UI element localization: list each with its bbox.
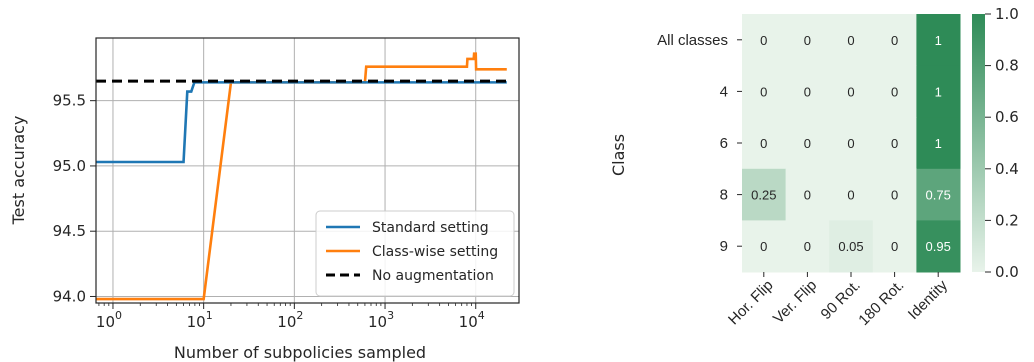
cell-value: 0 [891, 33, 898, 48]
heatmap-cell [916, 168, 961, 221]
x-tick-label: 103 [368, 309, 394, 331]
legend-box [315, 210, 515, 297]
heatmap-cells: 0 0 0 0 1 0 0 0 0 1 0 0 0 0 1 0.25 0 0 0 0.75 0 0 0.05 0 0.95 [742, 14, 961, 273]
row-label: 9 [720, 238, 728, 255]
heatmap-cell [872, 117, 917, 170]
cell-value: 0 [804, 33, 811, 48]
y-tick-label: 94.5 [53, 222, 86, 240]
x-ticks: 100 101 102 103 104 [96, 303, 485, 331]
cell-value: 0.25 [751, 188, 776, 203]
heatmap-cell [785, 220, 830, 273]
x-tick-label: 102 [277, 309, 303, 331]
heatmap-cell [829, 14, 874, 67]
heatmap-cell [785, 168, 830, 221]
cell-value: 1 [935, 84, 942, 99]
heatmap-cell [916, 14, 961, 67]
heatmap-cell [785, 65, 830, 118]
y-tick-label: 95.5 [53, 92, 86, 110]
cell-value: 0 [891, 136, 898, 151]
column-label: 180 Rot. [855, 277, 907, 329]
x-tick-label: 101 [187, 309, 213, 331]
colorbar-tick-label: 0.4 [995, 160, 1019, 178]
heatmap-cell [742, 168, 787, 221]
plot-frame [95, 37, 520, 304]
heatmap-cell [785, 117, 830, 170]
row-label: 4 [720, 83, 728, 100]
cell-value: 0 [804, 239, 811, 254]
heatmap-cell [829, 168, 874, 221]
cell-value: 0 [760, 33, 767, 48]
heatmap-y-axis-label: Class [609, 134, 628, 176]
column-label: Hor. Flip [725, 277, 777, 329]
legend: Standard setting Class-wise setting No aug… [315, 210, 515, 297]
heatmap-cell [742, 14, 787, 67]
cell-value: 0 [760, 239, 767, 254]
row-label: All classes [657, 32, 728, 49]
colorbar [972, 14, 985, 272]
colorbar-tick-label: 0.0 [995, 263, 1019, 281]
heatmap-cell [916, 117, 961, 170]
y-tick-label: 95.0 [53, 157, 86, 175]
heatmap-cell [742, 117, 787, 170]
heatmap-cell [916, 65, 961, 118]
heatmap-cell [742, 65, 787, 118]
heatmap-cell [829, 220, 874, 273]
cell-value: 0 [804, 84, 811, 99]
cell-value: 0 [847, 188, 854, 203]
cell-value: 0 [804, 188, 811, 203]
cell-value: 0 [847, 33, 854, 48]
legend-label: No augmentation [372, 268, 494, 284]
row-label: 8 [720, 187, 728, 204]
cell-value: 0 [804, 136, 811, 151]
cell-value: 0 [891, 84, 898, 99]
cell-value: 0 [760, 84, 767, 99]
cell-value: 0 [847, 136, 854, 151]
heatmap-cell [829, 65, 874, 118]
legend-label: Class-wise setting [372, 244, 498, 260]
cell-value: 0.95 [926, 239, 951, 254]
x-tick-label: 100 [96, 309, 122, 331]
colorbar-ticks: 0.0 0.2 0.4 0.6 0.8 1.0 [985, 5, 1019, 281]
cell-value: 1 [935, 136, 942, 151]
y-axis-label: Test accuracy [9, 116, 28, 226]
column-label: Identity [905, 276, 952, 323]
heatmap-cell [872, 14, 917, 67]
cell-value: 0 [760, 136, 767, 151]
row-label: 6 [720, 135, 728, 152]
colorbar-tick-label: 0.6 [995, 108, 1019, 126]
colorbar-tick-label: 1.0 [995, 5, 1019, 23]
x-tick-label: 104 [459, 309, 485, 331]
line-chart: 100 101 102 103 104 94.0 94.5 95.0 95.5 Number … [9, 37, 520, 362]
cell-value: 0 [891, 188, 898, 203]
column-label: Ver. Flip [770, 277, 820, 327]
series-lines [96, 52, 507, 301]
heatmap-cell [872, 65, 917, 118]
heatmap-cell [916, 220, 961, 273]
colorbar-tick-label: 0.8 [995, 57, 1019, 75]
heatmap-cell [785, 14, 830, 67]
cell-value: 0.75 [926, 188, 951, 203]
heatmap: 0 0 0 0 1 0 0 0 0 1 0 0 0 0 1 0.25 0 0 0 0.75 0 0 0.05 0 0.95 Al… [609, 5, 1019, 329]
y-ticks: 94.0 94.5 95.0 95.5 [53, 92, 96, 305]
cell-value: 0 [891, 239, 898, 254]
cell-value: 0 [847, 84, 854, 99]
cell-value: 0.05 [838, 239, 863, 254]
x-axis-label: Number of subpolicies sampled [174, 343, 426, 362]
heatmap-cell [829, 117, 874, 170]
heatmap-cell [872, 168, 917, 221]
colorbar-tick-label: 0.2 [995, 211, 1019, 229]
heatmap-cell [872, 220, 917, 273]
heatmap-cell [742, 220, 787, 273]
legend-label: Standard setting [372, 220, 489, 236]
cell-value: 1 [935, 33, 942, 48]
row-labels: All classes 4 6 8 9 [657, 32, 742, 255]
series-line-class-wise [96, 52, 507, 301]
y-tick-label: 94.0 [53, 287, 86, 305]
